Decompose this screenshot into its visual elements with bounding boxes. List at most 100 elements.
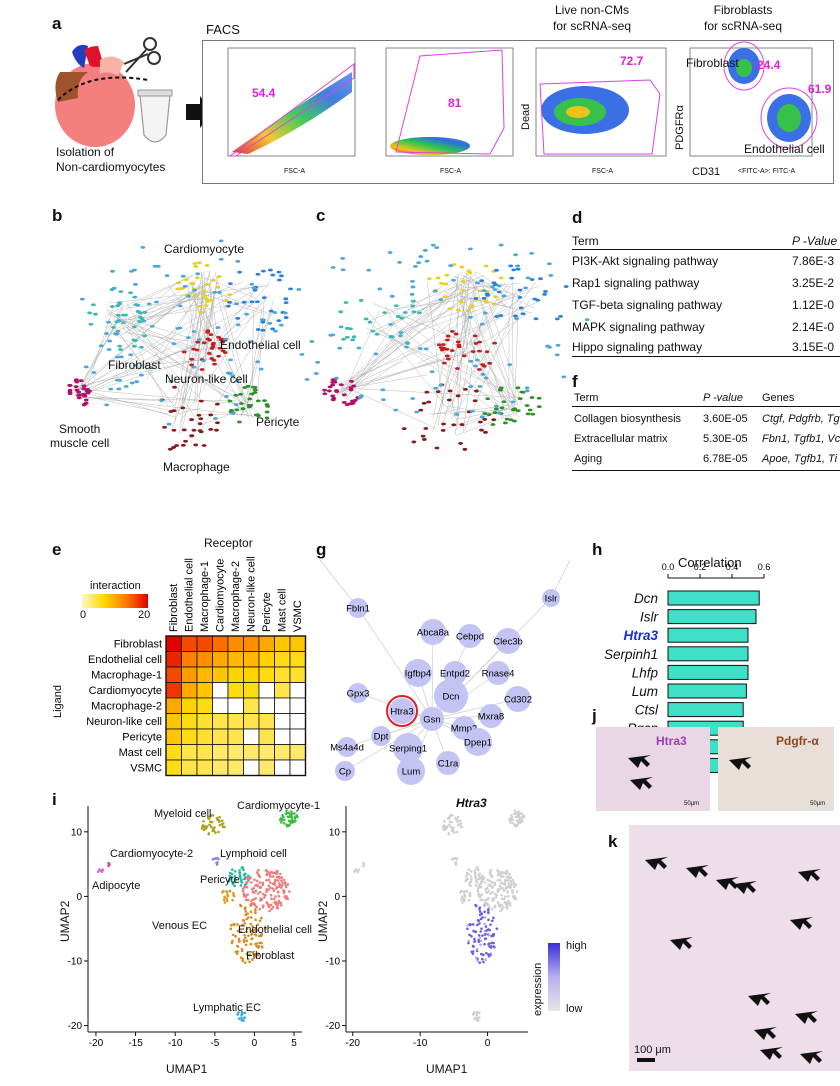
network-node	[218, 257, 224, 261]
network-node	[115, 378, 120, 382]
network-node	[504, 417, 510, 421]
network-node	[206, 352, 212, 355]
y-tick-label: 0	[76, 892, 82, 903]
panel-b-label: b	[52, 206, 63, 225]
network-node	[216, 354, 222, 358]
network-node	[180, 274, 186, 278]
network-node	[262, 399, 267, 403]
panel-g-label: g	[316, 540, 327, 559]
network-node	[529, 251, 535, 255]
umap-point	[232, 894, 236, 898]
network-edge	[198, 296, 254, 419]
gene-node-label: Abca8a	[417, 628, 450, 639]
network-node	[212, 290, 218, 294]
network-node	[191, 330, 197, 333]
network-c	[282, 243, 590, 451]
network-node	[74, 388, 80, 392]
network-node	[276, 270, 282, 274]
umap-point	[216, 861, 219, 864]
network-node	[104, 403, 110, 407]
network-node	[473, 364, 478, 368]
network-edge	[474, 340, 516, 411]
network-node	[255, 414, 261, 418]
network-node	[118, 290, 124, 294]
network-node	[381, 398, 386, 402]
umap-point	[202, 828, 206, 832]
network-node	[258, 367, 264, 371]
network-node	[445, 334, 451, 338]
umap-point	[242, 868, 245, 872]
network-node	[481, 364, 487, 368]
network-node	[120, 321, 126, 325]
network-node	[254, 300, 260, 304]
network-node	[465, 309, 471, 313]
network-edge	[466, 291, 476, 350]
network-edge	[106, 310, 254, 418]
network-node	[85, 388, 91, 391]
net-label-macrophage: Macrophage	[163, 460, 230, 474]
gene-node	[505, 686, 531, 712]
network-node	[194, 348, 200, 352]
network-node	[484, 350, 490, 354]
network-node	[459, 265, 465, 269]
network-node	[299, 353, 305, 356]
d-row-p: 3.25E-2	[792, 276, 835, 290]
network-edge	[218, 298, 246, 399]
f-row-p: 6.78E-05	[703, 453, 748, 465]
network-node	[357, 396, 363, 400]
f-row-term: Extracellular matrix	[574, 433, 668, 445]
umap-point	[294, 819, 297, 823]
x-tick-label: 5	[291, 1038, 297, 1049]
network-edge	[122, 328, 260, 414]
network-node	[481, 289, 487, 293]
gene-node	[479, 704, 503, 728]
network-node	[180, 443, 186, 447]
network-node	[201, 289, 207, 293]
umap-point	[223, 825, 226, 829]
network-node	[494, 315, 500, 318]
umap-point	[221, 891, 224, 894]
x-tick-label: 0.2	[694, 562, 707, 572]
network-node	[525, 412, 531, 416]
network-node	[493, 295, 499, 299]
network-edge	[417, 290, 531, 332]
network-node	[201, 444, 207, 447]
network-node	[252, 288, 258, 292]
network-node	[171, 428, 177, 432]
gene-node	[404, 659, 432, 687]
network-node	[331, 396, 337, 400]
network-node	[429, 370, 435, 374]
network-node	[322, 392, 328, 396]
network-node	[492, 288, 498, 291]
network-node	[114, 332, 120, 336]
network-node	[494, 268, 499, 272]
network-node	[508, 418, 514, 422]
network-node	[472, 399, 478, 403]
network-node	[139, 345, 144, 349]
arrow-icon	[790, 917, 813, 930]
network-edge	[388, 298, 471, 310]
network-edge	[464, 287, 523, 432]
umap-point	[282, 821, 286, 825]
x-tick-label: 0	[252, 1038, 258, 1049]
network-node	[111, 326, 116, 329]
network-node	[115, 313, 121, 317]
f-row-term: Collagen biosynthesis	[574, 413, 682, 425]
network-node	[223, 337, 229, 341]
d-row-p: 3.15E-0	[792, 340, 835, 354]
network-node	[277, 278, 282, 282]
gene-node-label: Mxra8	[478, 712, 504, 723]
network-node	[356, 346, 362, 350]
f-header-rule	[572, 406, 840, 407]
gene-node	[397, 757, 425, 785]
network-node	[460, 279, 466, 283]
network-node	[462, 447, 468, 451]
gene-node-label: Gpx3	[347, 689, 370, 700]
network-node	[527, 408, 533, 412]
network-node	[515, 409, 521, 413]
network-node	[166, 422, 172, 426]
network-node	[209, 346, 215, 350]
arrow-icon	[670, 937, 693, 950]
network-node	[240, 407, 246, 411]
